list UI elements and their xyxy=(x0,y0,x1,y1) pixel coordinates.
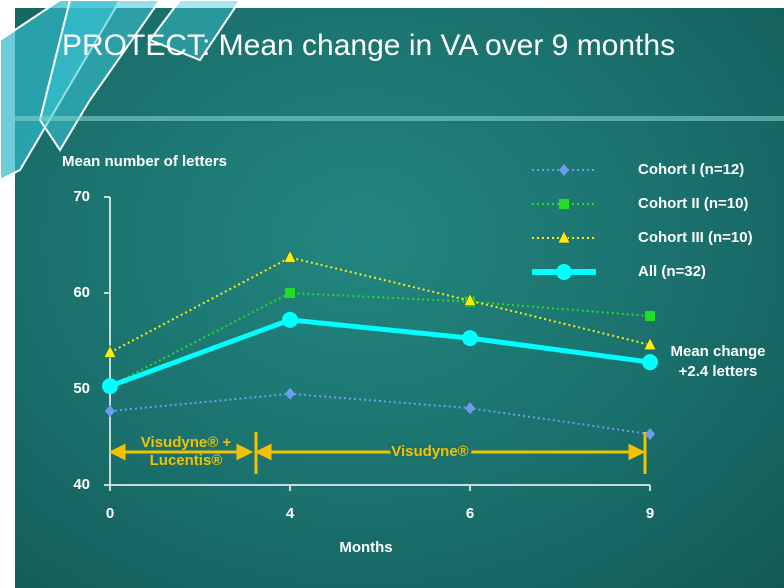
series-line xyxy=(109,317,651,389)
swoosh xyxy=(38,0,162,152)
series-line xyxy=(109,291,651,388)
y-axis-label: Mean number of letters xyxy=(62,153,227,170)
chart-title: PROTECT: Mean change in VA over 9 months xyxy=(62,29,676,62)
annotation: Visudyne® xyxy=(391,443,468,460)
legend-label: Cohort I (n=12) xyxy=(638,161,744,178)
x-tick-label: 0 xyxy=(106,505,114,522)
point xyxy=(285,387,295,400)
point xyxy=(282,311,298,328)
point xyxy=(463,293,477,306)
legend-marker xyxy=(559,199,569,209)
point xyxy=(102,378,118,395)
legend-marker xyxy=(559,164,569,176)
point xyxy=(462,330,478,347)
series-line xyxy=(109,392,651,436)
legend-label: Cohort II (n=10) xyxy=(638,195,748,212)
y-tick-label: 70 xyxy=(73,188,90,205)
annotation: +2.4 letters xyxy=(679,363,758,380)
annotation: Lucentis® xyxy=(150,452,223,469)
background xyxy=(15,8,784,588)
x-tick-label: 6 xyxy=(466,505,474,522)
y-tick-label: 50 xyxy=(73,380,90,397)
legend-label: Cohort III (n=10) xyxy=(638,229,753,246)
series-line xyxy=(109,256,651,354)
point xyxy=(105,405,115,418)
point xyxy=(645,428,655,441)
point xyxy=(283,249,297,263)
legend-marker xyxy=(557,230,571,244)
legend-label: All (n=32) xyxy=(638,263,706,280)
point xyxy=(465,402,475,415)
point xyxy=(285,288,295,298)
y-tick-label: 40 xyxy=(73,476,90,493)
annotation: Mean change xyxy=(670,343,765,360)
point xyxy=(643,337,657,351)
x-tick-label: 9 xyxy=(646,505,654,522)
swoosh xyxy=(148,0,242,62)
annotation: Visudyne® + xyxy=(141,434,232,451)
period-arrows xyxy=(108,432,647,474)
point xyxy=(642,354,658,371)
x-axis-label: Months xyxy=(339,539,392,556)
y-tick-label: 60 xyxy=(73,284,90,301)
point xyxy=(103,344,117,358)
x-tick-label: 4 xyxy=(286,505,295,522)
separator xyxy=(15,116,784,121)
legend-marker xyxy=(556,264,572,280)
point xyxy=(645,311,655,322)
